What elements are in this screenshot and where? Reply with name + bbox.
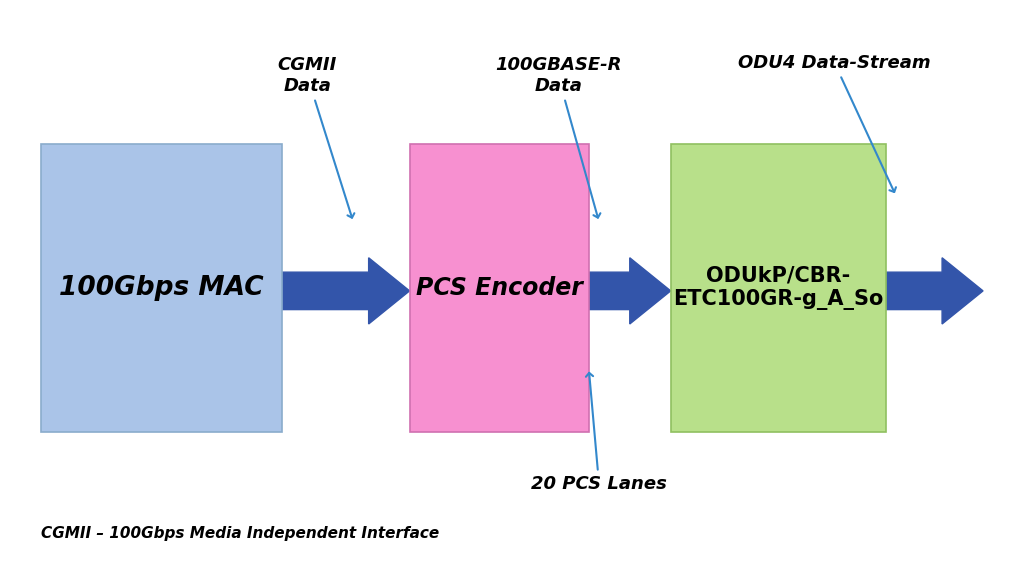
Text: CGMII – 100Gbps Media Independent Interface: CGMII – 100Gbps Media Independent Interf… <box>41 526 439 541</box>
FancyArrow shape <box>886 258 983 324</box>
Bar <box>41 144 282 432</box>
Text: CGMII
Data: CGMII Data <box>278 56 354 218</box>
Text: ODUkP/CBR-
ETC100GR-g_A_So: ODUkP/CBR- ETC100GR-g_A_So <box>673 266 884 310</box>
Text: 100Gbps MAC: 100Gbps MAC <box>59 275 263 301</box>
Text: ODU4 Data-Stream: ODU4 Data-Stream <box>738 54 931 192</box>
FancyArrow shape <box>589 258 671 324</box>
FancyArrow shape <box>282 258 410 324</box>
Bar <box>410 144 589 432</box>
Text: PCS Encoder: PCS Encoder <box>416 276 583 300</box>
Text: 20 PCS Lanes: 20 PCS Lanes <box>531 373 667 493</box>
Text: 100GBASE-R
Data: 100GBASE-R Data <box>495 56 622 218</box>
Bar <box>671 144 886 432</box>
